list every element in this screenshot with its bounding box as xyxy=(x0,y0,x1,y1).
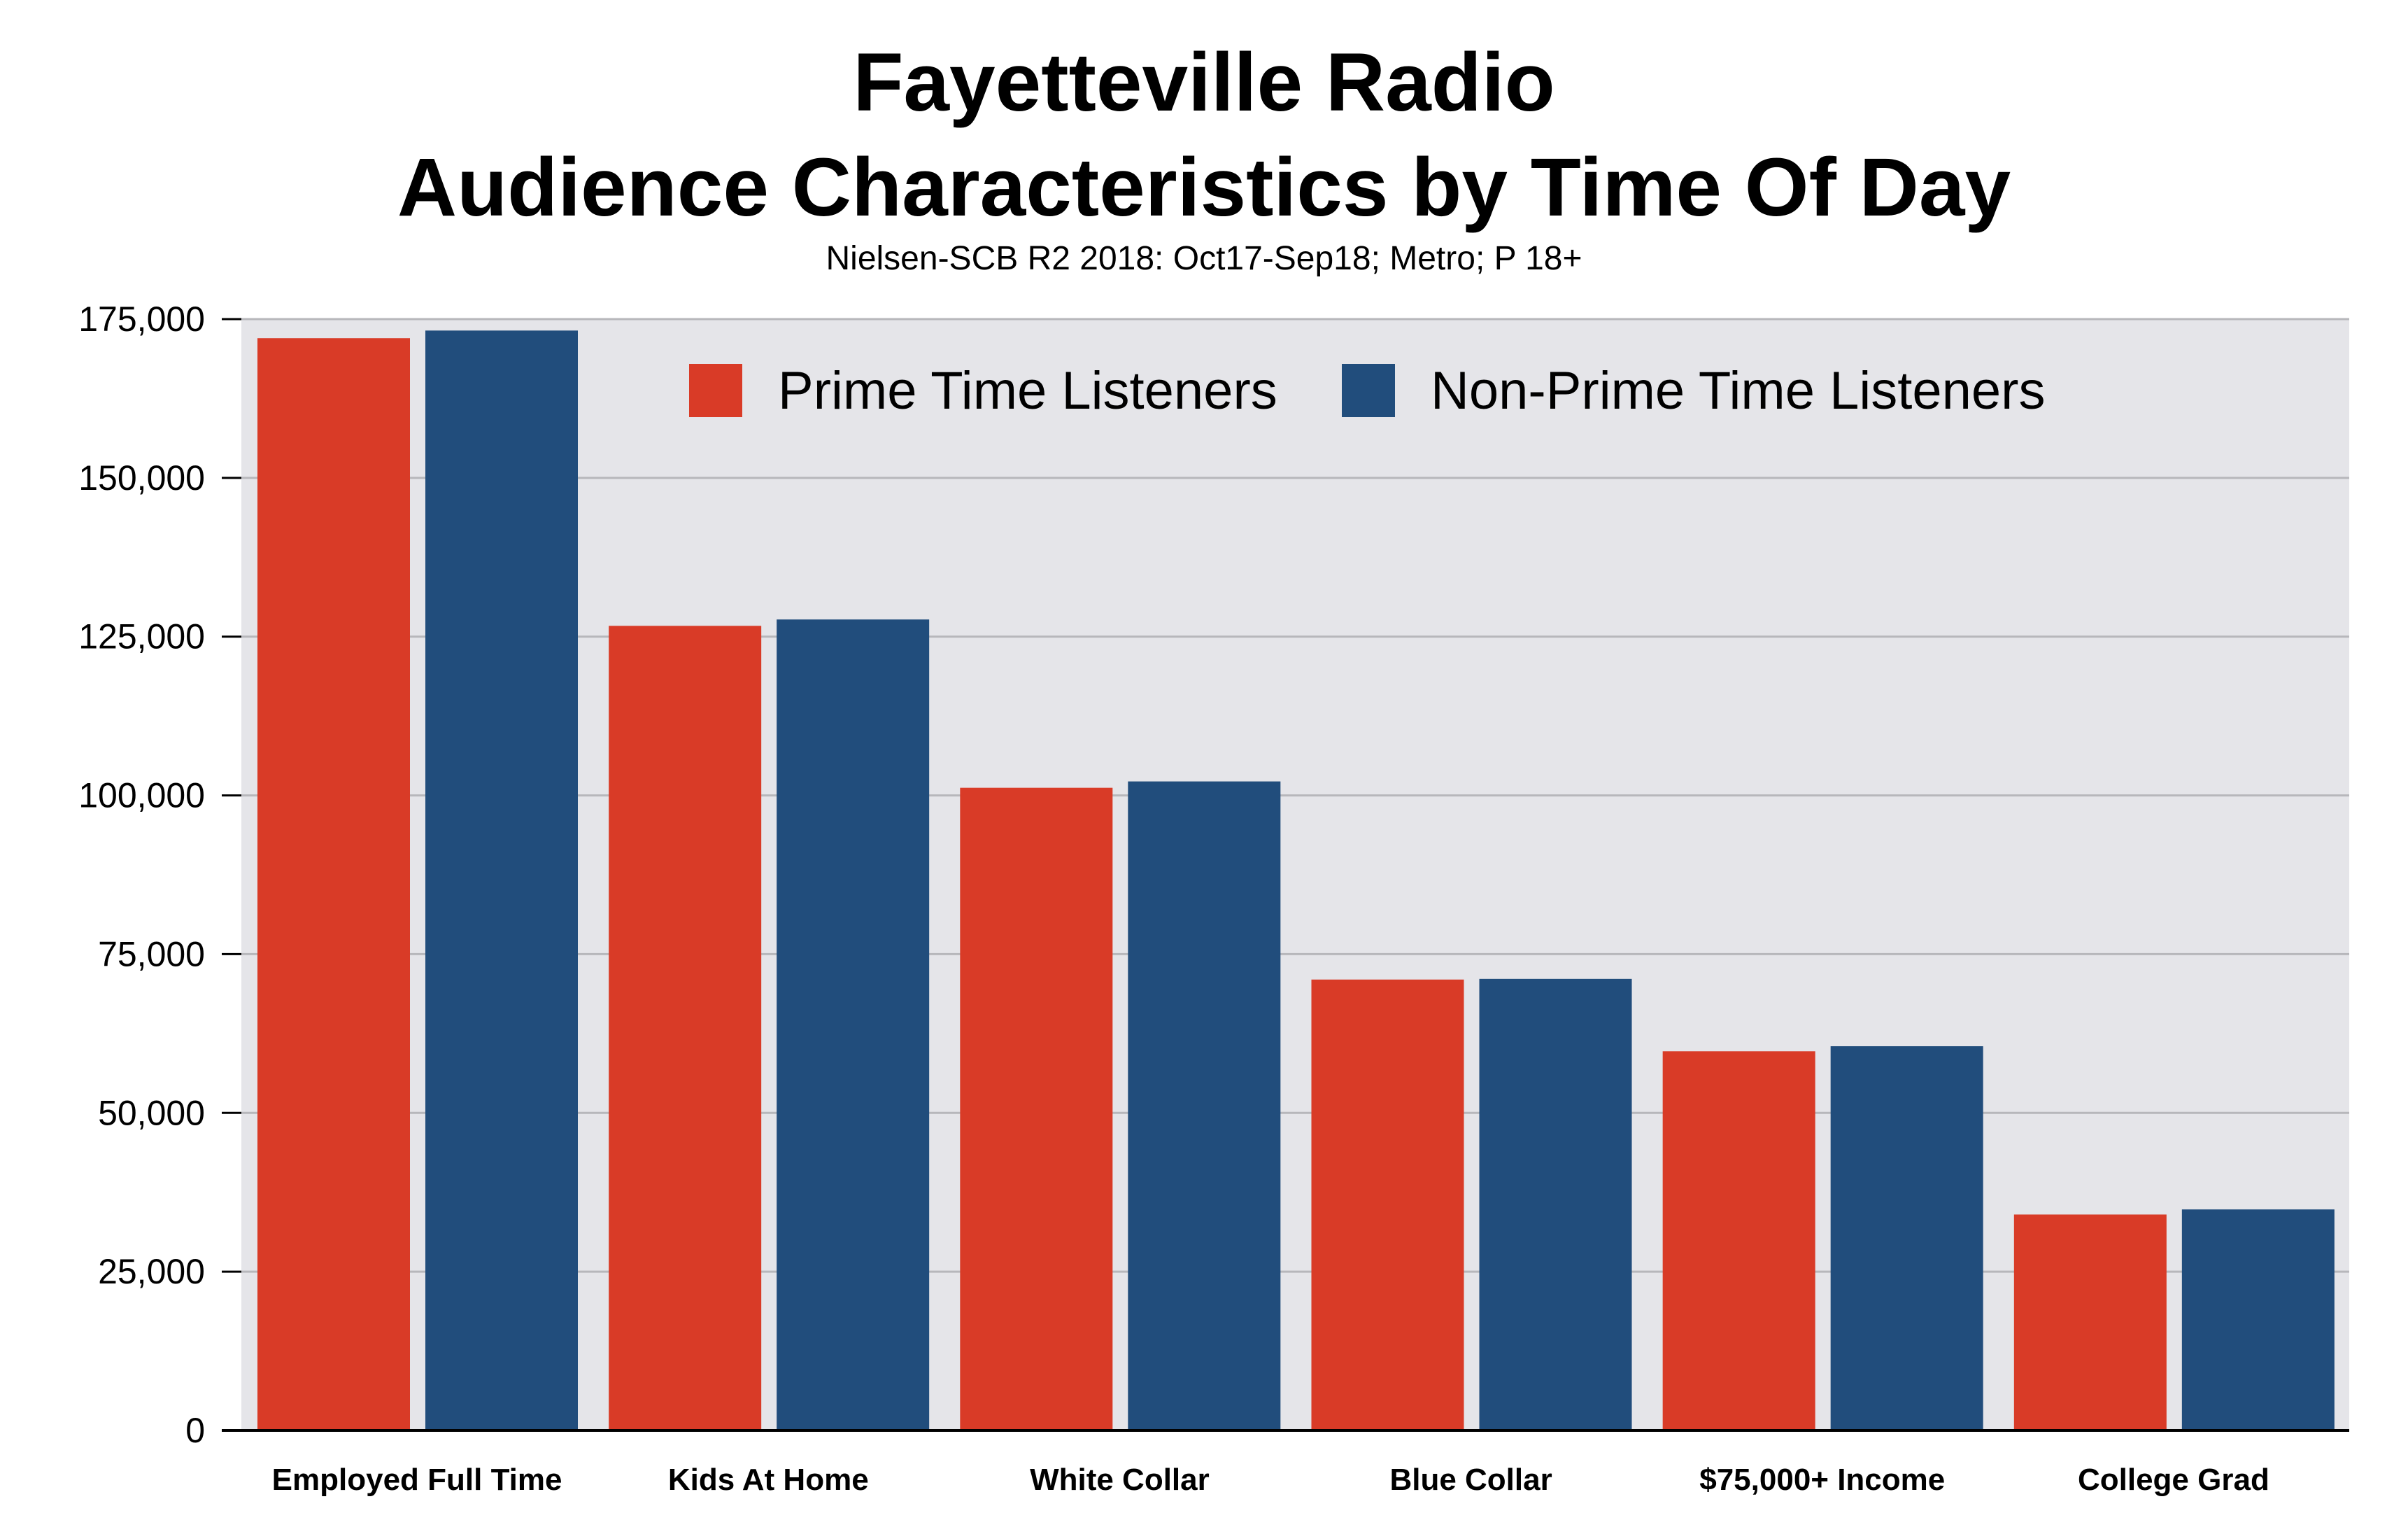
bar-prime xyxy=(1662,1051,1815,1430)
plot-area xyxy=(241,319,2349,1430)
y-tick-label: 0 xyxy=(185,1411,205,1450)
bar-non-prime xyxy=(1830,1046,1983,1430)
x-tick-label: $75,000+ Income xyxy=(1699,1463,1945,1497)
y-tick-label: 175,000 xyxy=(78,300,205,339)
x-tick-label: College Grad xyxy=(2078,1463,2269,1497)
legend: Prime Time Listeners Non-Prime Time Liste… xyxy=(689,361,2046,421)
x-axis-ticks: Employed Full Time Kids At Home White Coll… xyxy=(272,1463,2269,1497)
y-tick-label: 100,000 xyxy=(78,776,205,815)
bar-non-prime xyxy=(777,619,930,1431)
chart-title-line-2: Audience Characteristics by Time Of Day xyxy=(397,141,2011,234)
gridlines xyxy=(241,318,2349,1273)
bar-prime xyxy=(2013,1214,2167,1430)
x-tick-label: Kids At Home xyxy=(668,1463,869,1497)
legend-swatch xyxy=(689,364,742,417)
legend-label: Non-Prime Time Listeners xyxy=(1431,361,2046,421)
y-tick-label: 150,000 xyxy=(78,458,205,498)
x-tick-label: Blue Collar xyxy=(1389,1463,1552,1497)
bar-prime xyxy=(1311,979,1464,1430)
x-tick-label: White Collar xyxy=(1030,1463,1210,1497)
bar-non-prime xyxy=(1128,781,1281,1430)
bars xyxy=(257,330,2335,1431)
y-tick-label: 75,000 xyxy=(98,934,205,973)
bar-non-prime xyxy=(425,330,578,1430)
bar-non-prime xyxy=(1479,978,1632,1430)
bar-non-prime xyxy=(2181,1209,2335,1430)
y-axis-ticks: 0 25,000 50,000 75,000 100,000 125,000 150,000… xyxy=(78,300,241,1450)
bar-prime xyxy=(960,787,1113,1430)
y-tick-label: 125,000 xyxy=(78,617,205,656)
bar-prime xyxy=(257,338,410,1430)
bar-prime xyxy=(609,626,762,1430)
chart-subtitle: Nielsen-SCB R2 2018: Oct17-Sep18; Metro;… xyxy=(826,240,1582,277)
legend-swatch xyxy=(1342,364,1395,417)
y-tick-label: 25,000 xyxy=(98,1252,205,1291)
x-tick-label: Employed Full Time xyxy=(272,1463,562,1497)
chart-title-line-1: Fayetteville Radio xyxy=(853,36,1555,129)
legend-label: Prime Time Listeners xyxy=(778,361,1277,421)
y-tick-label: 50,000 xyxy=(98,1093,205,1132)
